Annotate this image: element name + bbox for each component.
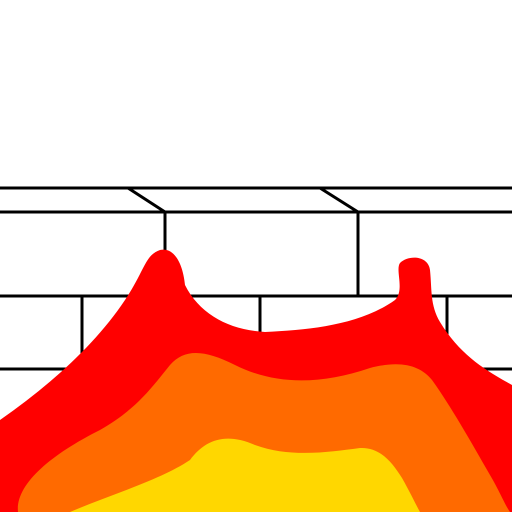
wall-slant-1 bbox=[127, 186, 166, 214]
fire-icon bbox=[0, 249, 512, 512]
wall-slant-2 bbox=[319, 186, 359, 214]
flame-inner bbox=[70, 438, 420, 512]
